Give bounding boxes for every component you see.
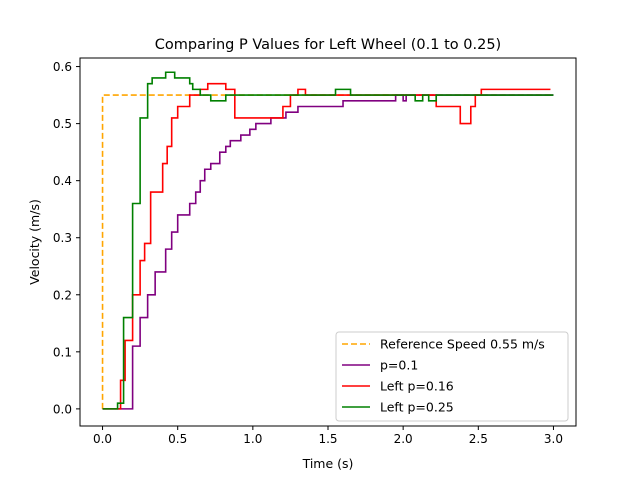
legend-label: Left p=0.16 [380,379,454,394]
x-tick-label: 1.0 [243,432,262,446]
ticks-layer: 0.0 0.5 1.0 1.5 2.0 2.5 3.0 0.0 0.1 0.2 0.3 0.4 0.5 0… [53,60,563,446]
y-tick-label: 0.3 [53,231,72,245]
series-layer [101,71,554,410]
y-tick-label: 0.5 [53,117,72,131]
legend-label: p=0.1 [380,358,418,373]
legend-label: Reference Speed 0.55 m/s [380,337,545,352]
x-tick-label: 3.0 [544,432,563,446]
x-tick-label: 0.0 [93,432,112,446]
series-line-2 [102,94,554,410]
series-line-4 [102,71,554,410]
x-tick-label: 2.0 [394,432,413,446]
legend: Reference Speed 0.55 m/s p=0.1 Left p=0.16… [335,331,569,422]
x-tick-label: 1.5 [318,432,337,446]
series-line-3 [102,82,551,410]
legend-box [335,331,569,422]
x-axis-label: Time (s) [302,456,354,471]
x-tick-label: 0.5 [168,432,187,446]
y-tick-label: 0.0 [53,402,72,416]
chart-title: Comparing P Values for Left Wheel (0.1 t… [155,37,501,53]
y-tick-label: 0.2 [53,288,72,302]
y-axis-label: Velocity (m/s) [27,199,42,285]
y-tick-label: 0.6 [53,60,72,74]
y-tick-label: 0.1 [53,345,72,359]
x-tick-label: 2.5 [469,432,488,446]
legend-label: Left p=0.25 [380,400,454,415]
y-tick-label: 0.4 [53,174,72,188]
